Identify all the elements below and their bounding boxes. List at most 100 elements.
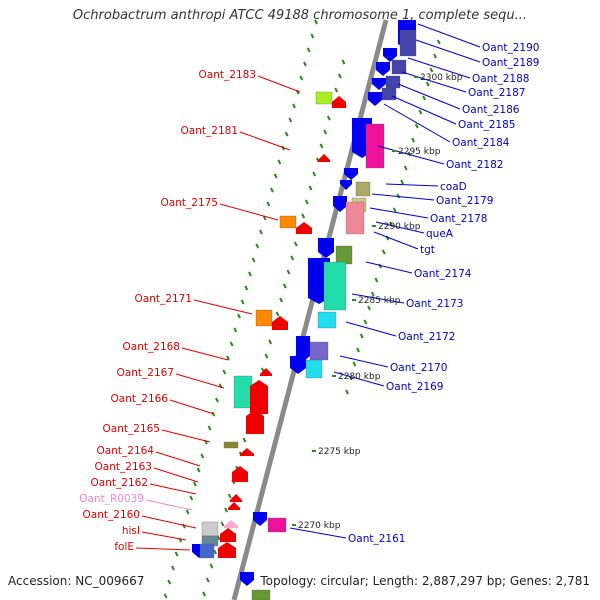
- feature-label-right[interactable]: coaD: [440, 181, 467, 193]
- feature-label-right[interactable]: Oant_2186: [462, 104, 520, 116]
- tick-mark: [323, 129, 328, 135]
- feature-label-left[interactable]: Oant_2168: [123, 341, 180, 353]
- feature-label-right[interactable]: Oant_2184: [452, 137, 510, 149]
- gene-box[interactable]: [309, 341, 329, 361]
- map-title: Ochrobactrum anthropi ATCC 49188 chromos…: [72, 8, 528, 23]
- gene-arrow-reverse[interactable]: [272, 316, 288, 330]
- gene-box[interactable]: [317, 311, 337, 329]
- gene-arrow-forward[interactable]: [376, 62, 390, 76]
- tick-mark: [196, 467, 201, 473]
- gene-box[interactable]: [279, 215, 297, 229]
- gene-arrow-forward[interactable]: [372, 78, 386, 90]
- feature-label-right[interactable]: Oant_2169: [386, 381, 443, 393]
- tick-mark: [163, 593, 168, 599]
- gene-arrow-reverse[interactable]: [260, 368, 272, 376]
- gene-arrow-reverse[interactable]: [240, 448, 254, 456]
- feature-label-left[interactable]: Oant_2165: [103, 423, 160, 435]
- feature-label-right[interactable]: Oant_2190: [482, 42, 539, 54]
- gene-box[interactable]: [399, 29, 417, 57]
- tick-mark: [270, 187, 274, 193]
- gene-arrow-forward[interactable]: [344, 168, 358, 180]
- tick-mark: [436, 39, 441, 45]
- gene-arrow-reverse[interactable]: [246, 410, 264, 434]
- feature-label-left[interactable]: hisI: [122, 525, 140, 537]
- feature-label-right[interactable]: Oant_2174: [414, 268, 472, 280]
- gene-box[interactable]: [267, 517, 287, 533]
- feature-label-right[interactable]: tgt: [420, 244, 435, 256]
- gene-box[interactable]: [223, 441, 239, 449]
- feature-label-right[interactable]: Oant_2185: [458, 119, 515, 131]
- gene-arrow-forward[interactable]: [333, 196, 347, 212]
- gene-arrow-reverse[interactable]: [332, 96, 346, 108]
- gene-box[interactable]: [233, 375, 253, 409]
- gene-box[interactable]: [355, 181, 371, 197]
- gene-arrow-reverse[interactable]: [228, 502, 240, 510]
- gene-box[interactable]: [315, 91, 333, 105]
- gene-arrow-forward[interactable]: [318, 238, 334, 258]
- tick-mark: [326, 115, 331, 121]
- gene-arrow-forward[interactable]: [253, 512, 267, 526]
- tick-mark: [229, 341, 234, 347]
- feature-label-right[interactable]: Oant_2189: [482, 57, 539, 69]
- gene-arrow-forward[interactable]: [240, 572, 254, 586]
- gene-arrow-forward[interactable]: [368, 92, 382, 106]
- feature-label-right[interactable]: Oant_2182: [446, 159, 503, 171]
- gene-box[interactable]: [255, 309, 273, 327]
- tick-mark: [314, 19, 318, 25]
- feature-label-right[interactable]: Oant_2170: [390, 362, 447, 374]
- gene-box[interactable]: [201, 521, 219, 537]
- gene-box[interactable]: [199, 543, 215, 559]
- tick-mark: [418, 109, 423, 115]
- gene-arrow-reverse[interactable]: [220, 528, 236, 542]
- gene-box[interactable]: [335, 245, 353, 265]
- feature-label-right[interactable]: Oant_2161: [348, 533, 405, 545]
- feature-label-right[interactable]: Oant_2173: [406, 298, 463, 310]
- gene-box[interactable]: [385, 75, 401, 89]
- gene-box[interactable]: [345, 201, 365, 235]
- feature-label-left[interactable]: Oant_2183: [199, 69, 256, 81]
- gene-arrow-reverse[interactable]: [230, 494, 242, 502]
- gene-arrow-forward[interactable]: [340, 180, 352, 190]
- rna-feature[interactable]: [224, 520, 238, 528]
- gene-arrow-reverse[interactable]: [318, 154, 330, 162]
- feature-label-left[interactable]: Oant_2164: [97, 445, 155, 457]
- tick-mark: [411, 137, 415, 143]
- feature-label-right[interactable]: queA: [426, 228, 454, 240]
- feature-label-left[interactable]: Oant_2166: [111, 393, 169, 405]
- gene-arrow-forward[interactable]: [383, 48, 397, 62]
- gene-arrow-reverse[interactable]: [296, 222, 312, 234]
- gene-arrow-reverse[interactable]: [218, 542, 236, 558]
- gene-box[interactable]: [391, 59, 407, 75]
- tick-mark: [319, 143, 324, 149]
- gene-arrow-reverse[interactable]: [250, 380, 268, 414]
- tick-mark: [226, 355, 230, 361]
- gene-box[interactable]: [365, 123, 385, 169]
- feature-label-left[interactable]: Oant_2171: [135, 293, 192, 305]
- feature-label-right[interactable]: Oant_2178: [430, 213, 487, 225]
- feature-label-left[interactable]: Oant_2167: [117, 367, 174, 379]
- tick-mark: [425, 81, 430, 87]
- feature-label-left[interactable]: Oant_2160: [83, 509, 140, 521]
- feature-label-left[interactable]: Oant_R0039: [79, 493, 144, 505]
- gene-box[interactable]: [251, 589, 271, 600]
- feature-label-right[interactable]: Oant_2172: [398, 331, 455, 343]
- feature-label-right[interactable]: Oant_2188: [472, 73, 529, 85]
- gene-arrow-forward[interactable]: [296, 336, 310, 362]
- tick-mark: [171, 565, 175, 571]
- gene-box[interactable]: [381, 87, 397, 101]
- feature-label-right[interactable]: Oant_2187: [468, 87, 525, 99]
- gene-box[interactable]: [305, 359, 323, 379]
- feature-label-left[interactable]: Oant_2181: [181, 125, 238, 137]
- gene-arrow-reverse[interactable]: [232, 466, 248, 482]
- feature-label-right[interactable]: Oant_2179: [436, 195, 493, 207]
- gene-arrow-forward[interactable]: [290, 356, 306, 374]
- feature-label-left[interactable]: Oant_2163: [95, 461, 152, 473]
- gene-box[interactable]: [323, 261, 347, 311]
- feature-label-left[interactable]: folE: [114, 541, 134, 553]
- label-leader-line: [239, 131, 291, 151]
- feature-label-left[interactable]: Oant_2175: [161, 197, 218, 209]
- tick-mark: [282, 283, 287, 289]
- tick-mark: [292, 103, 296, 109]
- feature-label-left[interactable]: Oant_2162: [91, 477, 148, 489]
